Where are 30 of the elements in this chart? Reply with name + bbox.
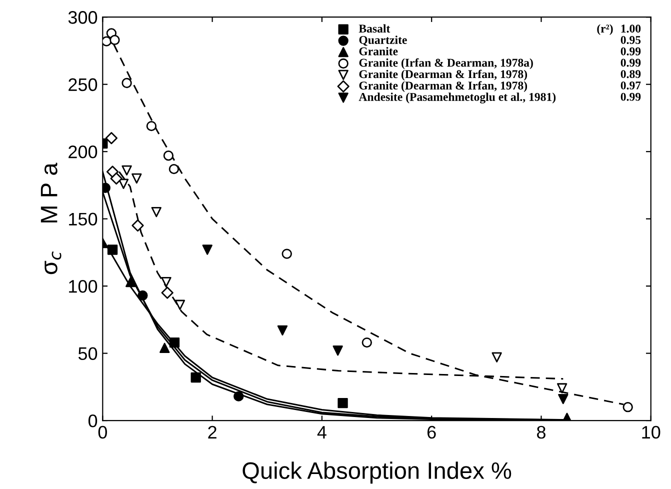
legend-label: Andesite (Pasamehmetoglu et al., 1981) xyxy=(358,92,556,104)
annotation: 0.97 xyxy=(620,81,641,90)
y-tick-label: 150 xyxy=(69,212,98,226)
legend-label: Granite xyxy=(359,47,398,56)
annotation: 1.00 xyxy=(621,24,641,33)
x-tick-label: 8 xyxy=(536,426,546,439)
annotation: 0.95 xyxy=(620,36,641,44)
legend-label: Granite (Dearman & Irfan, 1978) xyxy=(359,70,528,81)
y-tick-label: 200 xyxy=(68,146,98,158)
y-tick-label: 0 xyxy=(88,414,98,428)
text: σ$_{c}$ M P a xyxy=(40,162,62,274)
x-tick-label: 10 xyxy=(642,426,660,439)
y-tick-label: 50 xyxy=(78,347,98,360)
x-tick-label: 6 xyxy=(427,426,436,439)
y-tick-label: 250 xyxy=(68,78,98,92)
annotation: 0.99 xyxy=(620,92,641,101)
y-tick-label: 300 xyxy=(68,11,98,24)
y-tick-label: 100 xyxy=(69,280,98,293)
legend-label: Basalt xyxy=(358,24,390,33)
x-tick-label: 0 xyxy=(98,426,107,439)
x-axis-title: Quick Absorption Index % xyxy=(242,462,512,484)
x-tick-label: 2 xyxy=(208,426,216,438)
x-tick-label: 4 xyxy=(317,426,326,438)
annotation: 0.99 xyxy=(620,58,641,67)
annotation: 0.99 xyxy=(620,47,641,56)
legend-label: Quartzite xyxy=(359,36,407,46)
legend-label: Granite (Dearman & Irfan, 1978) xyxy=(359,81,528,92)
legend-label: Granite (Irfan & Dearman, 1978a) xyxy=(359,58,533,70)
annotation: 0.89 xyxy=(620,70,641,78)
legend-title: (r²) xyxy=(597,24,613,35)
